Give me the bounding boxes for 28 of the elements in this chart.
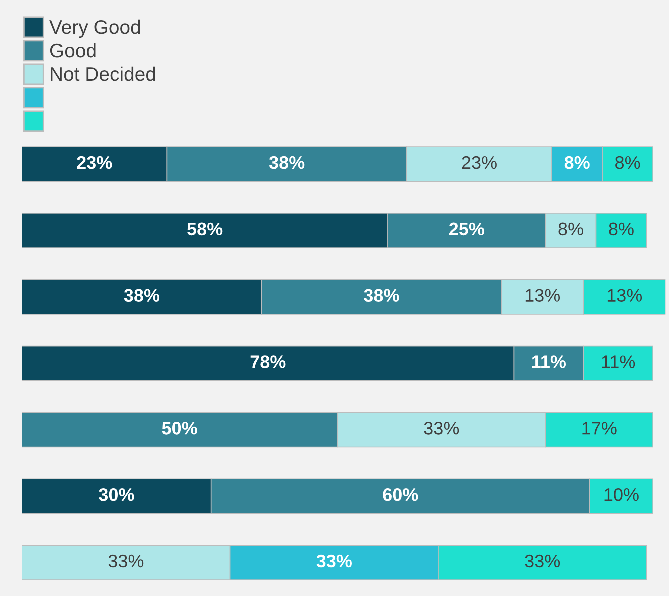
data-label: 33% [316,554,352,568]
data-label: 11% [532,356,566,368]
data-label: 30% [99,488,134,502]
data-label: 50% [162,422,198,435]
data-label: 13% [526,289,560,302]
data-label: 13% [608,289,642,302]
data-label: 38% [269,156,305,170]
data-label: 17% [582,422,617,435]
data-label: 38% [124,289,160,302]
data-label: 23% [462,156,497,170]
data-label: 38% [364,289,400,302]
legend-label: Good [50,43,96,58]
legend-label: Not Decided [51,66,156,82]
data-label: 60% [383,488,418,502]
data-label: 33% [525,554,560,568]
data-label: 10% [604,488,639,502]
data-label: 58% [188,222,223,236]
data-label: 8% [558,222,584,236]
data-label: 8% [616,156,640,170]
data-label: 25% [449,222,484,236]
data-label: 8% [609,222,634,236]
data-label: 33% [108,554,144,568]
data-label: 23% [77,156,112,170]
data-label: 33% [424,422,460,435]
data-label: 8% [564,156,590,170]
legend-label: Very Good [50,20,140,38]
data-label: 78% [250,356,286,368]
data-label: 11% [602,356,636,368]
